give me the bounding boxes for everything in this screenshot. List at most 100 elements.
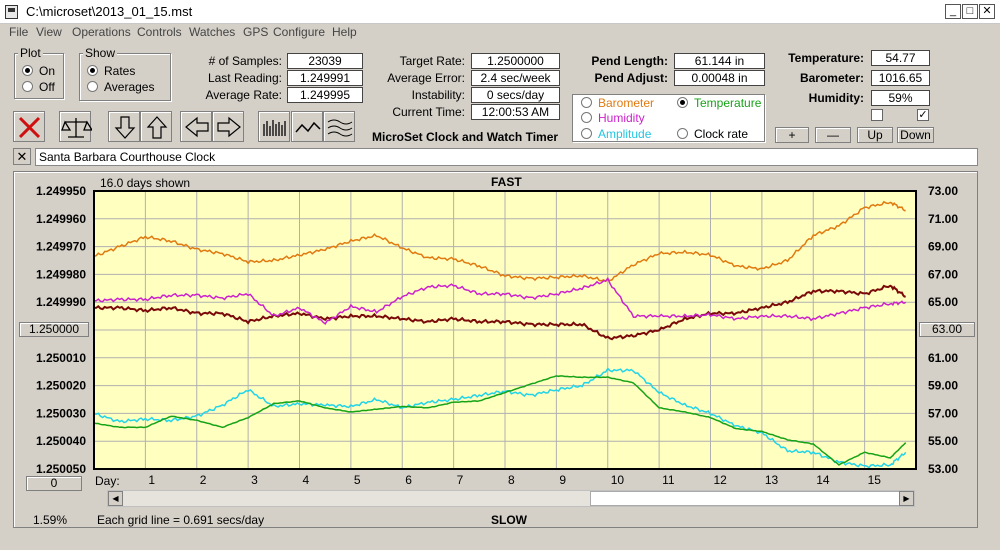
pend-length-label: Pend Length: — [591, 54, 668, 68]
humidity-value: 59% — [871, 90, 930, 106]
barometer-value: 1016.65 — [871, 70, 930, 86]
center-rate-button[interactable]: 1.250000 — [19, 322, 89, 337]
show-group-title: Show — [83, 46, 118, 60]
y-left-tick: 1.249970 — [36, 240, 86, 254]
menu-view[interactable]: View — [36, 25, 62, 39]
series-line-clock-rate — [93, 284, 906, 341]
humidity-radio[interactable]: Humidity — [581, 111, 645, 125]
down-button[interactable]: Down — [897, 127, 934, 143]
menu-file[interactable]: File — [9, 25, 29, 39]
pend-length-value[interactable]: 61.144 in — [674, 53, 765, 69]
plot-on-radio[interactable]: On — [22, 64, 55, 78]
percent-label: 1.59% — [33, 513, 68, 527]
scroll-right-icon[interactable]: ▶ — [899, 491, 914, 506]
humidity-checkbox[interactable]: ✓ — [917, 109, 929, 121]
menu-controls[interactable]: Controls — [137, 25, 182, 39]
plot-off-radio[interactable]: Off — [22, 80, 55, 94]
clear-watch-button[interactable]: ✕ — [13, 148, 31, 165]
humidity-label: Humidity: — [808, 91, 864, 105]
bars-view-button[interactable] — [258, 111, 290, 142]
close-button[interactable]: ✕ — [979, 4, 995, 19]
average-error-label: Average Error: — [387, 71, 465, 85]
menu-watches[interactable]: Watches — [189, 25, 236, 39]
x-tick: 2 — [200, 473, 207, 487]
y-left-tick: 1.249950 — [36, 184, 86, 198]
series-line-temperature — [93, 375, 907, 466]
x-tick: 5 — [354, 473, 361, 487]
current-time-label: Current Time: — [392, 105, 465, 119]
minus-button[interactable]: — — [815, 127, 851, 143]
y-right-tick: 73.00 — [928, 184, 958, 198]
amplitude-radio[interactable]: Amplitude — [581, 127, 651, 141]
menu-configure[interactable]: Configure — [273, 25, 326, 39]
target-rate-value[interactable]: 1.2500000 — [471, 53, 560, 69]
show-group: Show Rates Averages — [79, 46, 171, 101]
x-tick: 1 — [148, 473, 155, 487]
series-line-barometer — [93, 200, 906, 283]
balance-button[interactable] — [59, 111, 92, 142]
wave-view-button[interactable] — [291, 111, 323, 142]
menu-gps[interactable]: GPS — [243, 25, 269, 39]
sensor-selector: Barometer Temperature Humidity Amplitude… — [572, 94, 765, 142]
radio-icon — [581, 97, 592, 108]
wave-icon — [295, 121, 321, 133]
slow-label: SLOW — [491, 513, 527, 527]
y-right-tick: 55.00 — [928, 434, 958, 448]
plot-group-title: Plot — [18, 46, 43, 60]
pend-adjust-label: Pend Adjust: — [594, 71, 668, 85]
plus-button[interactable]: + — [775, 127, 809, 143]
center-sensor-button[interactable]: 63.00 — [919, 322, 975, 337]
y-right-tick: 67.00 — [928, 267, 958, 281]
temperature-radio[interactable]: Temperature — [677, 96, 761, 110]
delete-button[interactable] — [13, 111, 45, 142]
x-tick: 3 — [251, 473, 258, 487]
average-rate-value: 1.249995 — [287, 87, 363, 103]
x-tick: 14 — [816, 473, 830, 487]
x-tick: 12 — [714, 473, 728, 487]
y-left-tick: 1.250020 — [36, 379, 86, 393]
menu-operations[interactable]: Operations — [72, 25, 131, 39]
up-button[interactable]: Up — [857, 127, 893, 143]
menu-help[interactable]: Help — [332, 25, 357, 39]
multi-wave-view-button[interactable] — [323, 111, 355, 142]
minimize-button[interactable]: _ — [945, 4, 961, 19]
show-averages-radio[interactable]: Averages — [87, 80, 154, 94]
x-tick: 8 — [508, 473, 515, 487]
clock-rate-radio[interactable]: Clock rate — [677, 127, 748, 141]
fast-label: FAST — [491, 175, 522, 189]
multi-wave-icon — [327, 119, 353, 137]
radio-icon — [87, 81, 98, 92]
y-right-tick: 71.00 — [928, 212, 958, 226]
maximize-button[interactable]: □ — [962, 4, 978, 19]
title-bar: C:\microset\2013_01_15.mst _ □ ✕ — [0, 0, 1000, 24]
y-left-tick: 1.250050 — [36, 462, 86, 476]
day-scrollbar[interactable]: ◀ ▶ — [107, 490, 915, 507]
y-right-tick: 61.00 — [928, 351, 958, 365]
move-left-button[interactable] — [180, 111, 212, 142]
temperature-checkbox[interactable] — [871, 109, 883, 121]
last-reading-label: Last Reading: — [207, 71, 282, 85]
y-left-tick: 1.250030 — [36, 406, 86, 420]
radio-selected-icon — [22, 65, 33, 76]
arrow-up-icon — [146, 116, 168, 139]
current-time-value: 12:00:53 AM — [471, 104, 560, 120]
x-tick: 6 — [405, 473, 412, 487]
watch-name-field[interactable]: Santa Barbara Courthouse Clock — [35, 148, 978, 166]
y-right-tick: 57.00 — [928, 406, 958, 420]
start-day-button[interactable]: 0 — [26, 476, 82, 491]
pend-adjust-value[interactable]: 0.00048 in — [674, 70, 765, 86]
x-tick: 4 — [303, 473, 310, 487]
scroll-left-icon[interactable]: ◀ — [108, 491, 123, 506]
barometer-radio[interactable]: Barometer — [581, 96, 654, 110]
scroll-thumb[interactable] — [590, 491, 900, 506]
move-right-button[interactable] — [212, 111, 244, 142]
y-left-tick: 1.250040 — [36, 434, 86, 448]
show-rates-radio[interactable]: Rates — [87, 64, 135, 78]
radio-selected-icon — [677, 97, 688, 108]
days-shown-label: 16.0 days shown — [100, 176, 191, 190]
bars-icon — [263, 120, 286, 136]
move-down-button[interactable] — [108, 111, 140, 142]
move-up-button[interactable] — [140, 111, 172, 142]
instability-value: 0 secs/day — [471, 87, 560, 103]
